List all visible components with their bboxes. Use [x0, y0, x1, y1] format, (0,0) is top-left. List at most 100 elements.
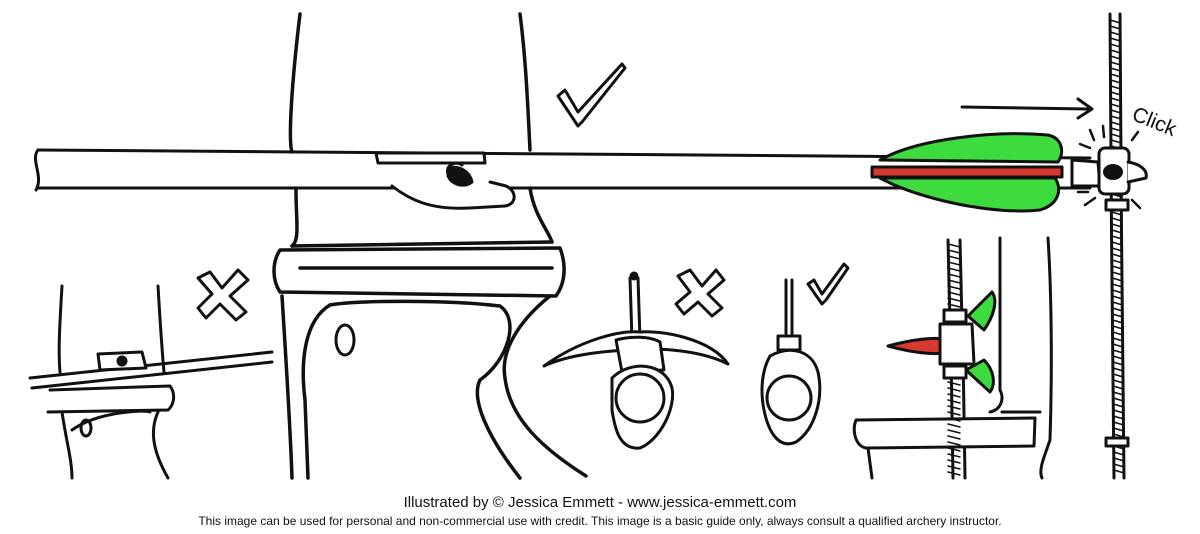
string-serving-hatch	[1111, 241, 1123, 246]
string-serving-hatch	[947, 393, 961, 398]
string-serving-hatch	[1110, 133, 1122, 138]
string-serving-hatch	[947, 435, 961, 440]
string-serving-hatch	[1111, 247, 1123, 252]
string-serving-hatch	[1109, 61, 1122, 66]
string-serving-hatch	[1112, 343, 1124, 348]
string-serving-hatch	[947, 447, 961, 452]
check-mark-icon-middle	[806, 262, 850, 306]
string-serving-hatch	[1112, 385, 1124, 390]
string-serving-hatch	[1112, 361, 1124, 366]
string-serving-hatch	[1110, 139, 1122, 144]
riser-hole	[334, 323, 356, 357]
string-serving-hatch	[1111, 259, 1123, 264]
string-serving-hatch	[1111, 283, 1124, 288]
string-serving-hatch	[1113, 451, 1125, 456]
string-serving-hatch	[947, 471, 961, 476]
bow-riser	[272, 12, 588, 480]
arrow	[33, 132, 1148, 213]
cross-mark-icon-left	[196, 268, 250, 322]
string-serving-hatch	[947, 273, 961, 278]
string-serving-hatch	[947, 399, 961, 404]
string-serving-hatch	[1109, 37, 1122, 42]
string-serving-hatch	[947, 279, 961, 284]
fletching-vane-bottom	[878, 176, 1061, 213]
string-serving-hatch	[1111, 301, 1124, 306]
string-serving-hatch	[1111, 325, 1124, 330]
string-serving-hatch	[1111, 217, 1123, 222]
string-serving-hatch	[1111, 295, 1124, 300]
plunger-wrong	[542, 271, 730, 450]
string-serving-hatch	[947, 441, 961, 446]
arrow-rest	[374, 151, 516, 210]
string-serving-hatch	[947, 267, 961, 272]
string-serving-hatch	[1109, 19, 1121, 24]
string-serving-hatch	[947, 261, 961, 266]
string-serving-hatch	[1109, 85, 1122, 90]
string-serving-hatch	[1111, 265, 1123, 270]
string-serving-hatch	[1112, 427, 1125, 432]
string-serving-hatch	[1111, 229, 1123, 234]
string-serving-hatch	[1112, 373, 1124, 378]
string-serving-hatch	[947, 303, 961, 308]
string-serving-hatch	[1113, 457, 1125, 462]
string-serving-hatch	[1109, 49, 1122, 54]
string-serving-hatch	[1112, 337, 1124, 342]
small-riser-wrong	[28, 284, 274, 480]
string-serving-hatch	[1112, 355, 1124, 360]
string-serving-hatch	[1111, 235, 1123, 240]
string-serving-hatch	[1109, 25, 1121, 30]
string-serving-hatch	[1109, 67, 1122, 72]
string-serving-hatch	[947, 453, 961, 458]
string-serving-hatch	[1112, 403, 1125, 408]
string-serving-hatch	[947, 465, 961, 470]
string-serving-hatch	[947, 429, 961, 434]
string-serving-hatch	[947, 459, 961, 464]
string-serving-hatch	[1112, 331, 1124, 336]
string-serving-hatch	[1110, 91, 1122, 96]
string-serving-hatch	[947, 411, 961, 416]
string-serving-hatch	[1111, 307, 1124, 312]
string-serving-hatch	[947, 405, 961, 410]
string-serving-hatch	[1111, 319, 1124, 324]
string-serving-hatch	[1110, 115, 1122, 120]
string-serving-hatch	[947, 381, 961, 386]
string-serving-hatch	[947, 297, 961, 302]
string-serving-hatch	[1111, 289, 1124, 294]
string-serving-hatch	[1112, 409, 1125, 414]
string-serving-hatch	[1109, 79, 1122, 84]
string-serving-hatch	[1109, 43, 1122, 48]
direction-arrow-icon	[960, 97, 1094, 120]
string-serving-hatch	[1111, 223, 1123, 228]
string-serving-hatch	[1112, 349, 1124, 354]
cock-vane	[870, 165, 1064, 179]
string-serving-hatch	[1109, 55, 1122, 60]
string-serving-hatch	[1111, 313, 1124, 318]
string-serving-hatch	[1109, 31, 1122, 36]
string-serving-hatch	[947, 423, 961, 428]
arrow-nock	[1070, 158, 1102, 188]
string-serving-hatch	[1111, 271, 1124, 276]
string-serving-hatch	[947, 291, 961, 296]
string-serving-hatch	[947, 255, 961, 260]
usage-disclaimer: This image can be used for personal and …	[198, 514, 1002, 528]
arrow-tip	[33, 148, 41, 192]
check-mark-icon-top	[556, 62, 627, 128]
string-serving-hatch	[947, 387, 961, 392]
plunger-right	[760, 278, 822, 446]
string-serving-hatch	[1112, 391, 1125, 396]
string-serving-hatch	[1109, 73, 1122, 78]
string-serving-hatch	[1112, 379, 1124, 384]
string-serving-hatch	[1110, 127, 1122, 132]
string-serving-hatch	[1110, 97, 1122, 102]
string-serving-hatch	[1110, 109, 1122, 114]
string-serving-hatch	[1112, 367, 1124, 372]
string-serving-hatch	[1112, 421, 1125, 426]
string-serving-hatch	[1111, 211, 1123, 216]
string-serving-hatch	[947, 417, 961, 422]
string-serving-hatch	[1111, 253, 1123, 258]
click-burst-icon	[1076, 124, 1142, 210]
string-serving-hatch	[1112, 397, 1125, 402]
string-serving-hatch	[947, 249, 961, 254]
string-serving-hatch	[947, 243, 961, 248]
